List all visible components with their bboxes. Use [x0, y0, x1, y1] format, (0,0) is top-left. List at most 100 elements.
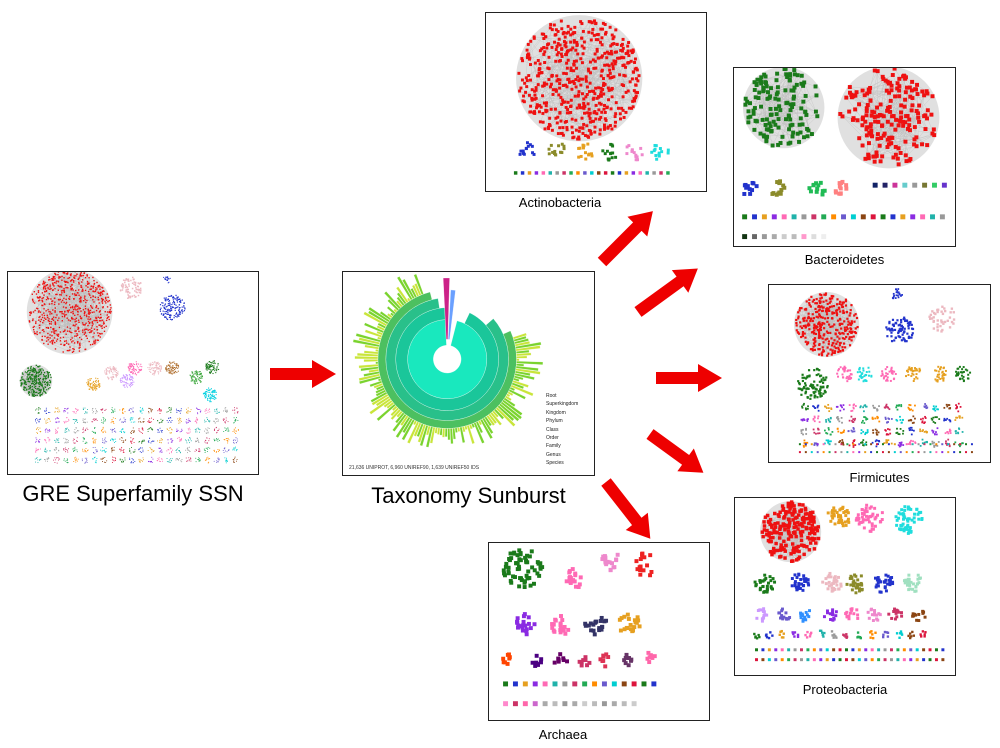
cluster: [147, 361, 162, 376]
cluster: [203, 446, 211, 453]
singleton-node: [791, 234, 797, 240]
cluster: [104, 366, 119, 381]
cluster: [205, 360, 220, 375]
cluster: [112, 456, 117, 463]
singleton-node: [527, 171, 532, 175]
sunburst-segment: [516, 352, 532, 357]
cluster: [91, 418, 98, 423]
cluster: [753, 632, 761, 640]
singleton-node: [774, 648, 778, 652]
cluster: [804, 630, 813, 639]
singleton-node: [929, 451, 932, 454]
cluster: [223, 437, 230, 444]
cluster: [127, 361, 143, 376]
cluster: [907, 630, 916, 640]
singleton-node: [850, 214, 856, 220]
cluster: [204, 437, 210, 444]
singleton-node: [922, 658, 926, 662]
sunburst-segment: [394, 412, 405, 424]
sunburst-segment: [375, 361, 379, 365]
cluster: [100, 408, 107, 414]
singleton-node: [810, 443, 813, 446]
cluster: [119, 374, 135, 388]
singleton-node: [880, 214, 886, 220]
singleton-node: [767, 648, 771, 652]
cluster: [175, 447, 181, 454]
singleton-node: [742, 234, 748, 240]
cluster: [185, 457, 192, 462]
cluster: [872, 428, 880, 436]
cluster: [82, 448, 89, 453]
cluster: [822, 608, 838, 622]
sunburst-segment: [493, 408, 505, 420]
cluster: [824, 439, 832, 445]
sunburst-segment: [391, 405, 398, 412]
sunburst-segment: [360, 366, 379, 372]
cluster: [54, 438, 60, 443]
cluster: [807, 180, 827, 197]
cluster: [119, 446, 125, 453]
cluster: [934, 365, 947, 383]
sunburst-segment: [497, 405, 515, 422]
singleton-node: [928, 658, 932, 662]
singleton-node: [569, 171, 573, 175]
cluster: [72, 408, 79, 414]
cluster: [129, 417, 136, 423]
cluster: [194, 448, 201, 453]
cluster: [139, 407, 144, 414]
sunburst-segment: [442, 277, 450, 340]
cluster: [204, 456, 211, 464]
cluster: [35, 407, 41, 415]
cluster: [895, 415, 904, 424]
sunburst-segment: [514, 340, 531, 347]
singleton-node: [834, 451, 837, 454]
cluster: [791, 631, 800, 639]
singleton-node: [572, 681, 578, 687]
cluster: [907, 439, 917, 446]
singleton-node: [877, 658, 881, 662]
cluster: [138, 427, 144, 434]
cluster: [157, 427, 163, 433]
cluster: [73, 456, 79, 463]
singleton-node: [752, 214, 757, 220]
sunburst-segment: [410, 287, 418, 298]
cluster: [92, 456, 98, 464]
singleton-node: [548, 171, 552, 175]
sunburst-segment: [506, 393, 511, 398]
cluster: [91, 407, 98, 414]
cluster: [600, 552, 620, 573]
singleton-node: [935, 451, 938, 454]
cluster: [894, 505, 924, 535]
sunburst-segment: [386, 401, 395, 409]
sunburst-segment: [364, 329, 383, 338]
sunburst-segment: [383, 291, 402, 310]
cluster: [824, 403, 833, 413]
sunburst-segment: [452, 427, 456, 440]
sunburst-segment: [386, 313, 393, 319]
cluster: [86, 377, 101, 391]
cluster: [830, 630, 838, 639]
sunburst-segment: [358, 363, 379, 369]
cluster: [213, 457, 220, 463]
cluster: [138, 417, 145, 423]
cluster: [919, 428, 928, 434]
singleton-node: [659, 171, 663, 175]
sunburst-segment: [417, 424, 427, 443]
singleton-node: [970, 443, 973, 446]
cluster: [81, 457, 88, 464]
singleton-node: [542, 681, 548, 687]
singleton-node: [900, 214, 906, 220]
singleton-node: [876, 451, 879, 454]
sunburst-segment: [514, 370, 531, 377]
sunburst-segment: [376, 330, 384, 336]
singleton-node: [941, 451, 944, 454]
cluster: [601, 142, 618, 162]
singleton-node: [742, 214, 748, 220]
cluster: [147, 437, 155, 444]
singleton-node: [928, 648, 932, 652]
cluster: [622, 652, 634, 668]
singleton-node: [965, 443, 968, 446]
cluster: [166, 458, 173, 463]
sunburst-segment: [406, 421, 420, 444]
sunburst-segment: [448, 289, 456, 340]
